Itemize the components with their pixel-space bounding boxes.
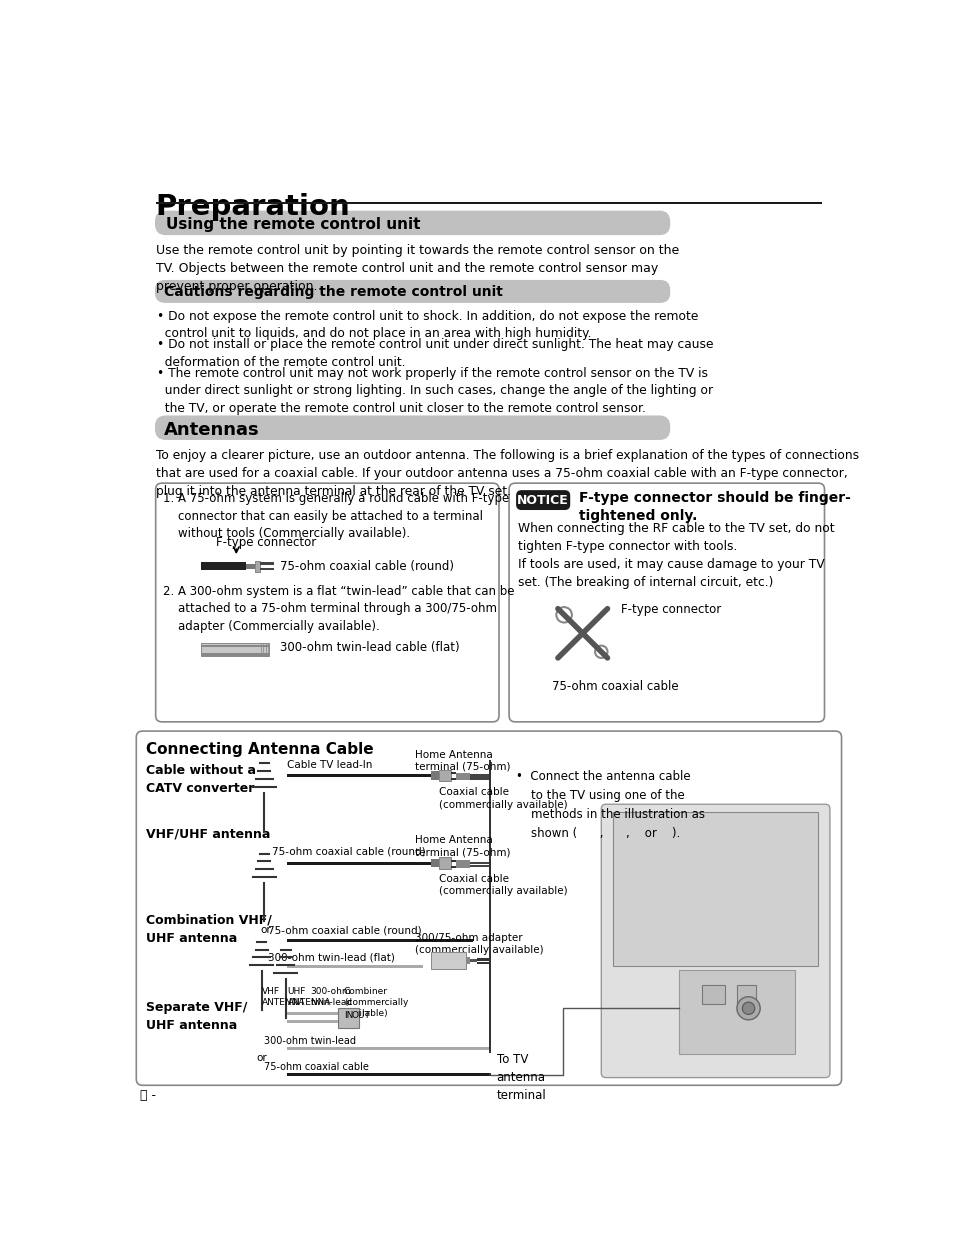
Text: F-type connector: F-type connector — [620, 603, 720, 615]
Text: Antennas: Antennas — [164, 421, 259, 438]
Text: VHF/UHF antenna: VHF/UHF antenna — [146, 827, 270, 840]
FancyBboxPatch shape — [136, 731, 841, 1086]
Text: To TV
antenna
terminal: To TV antenna terminal — [497, 1053, 546, 1102]
Text: 300-ohm
twin-lead: 300-ohm twin-lead — [311, 987, 353, 1007]
Bar — [287, 939, 473, 942]
Text: or: or — [260, 925, 271, 935]
Text: ⓔ -: ⓔ - — [140, 1089, 156, 1102]
FancyBboxPatch shape — [155, 280, 669, 303]
Text: Preparation: Preparation — [155, 193, 350, 221]
Bar — [465, 957, 470, 963]
Bar — [469, 774, 488, 777]
Bar — [287, 966, 422, 968]
Bar — [488, 761, 491, 1053]
Bar — [287, 1073, 488, 1076]
Text: Home Antenna
terminal (75-ohm): Home Antenna terminal (75-ohm) — [415, 835, 510, 857]
Bar — [245, 564, 254, 569]
Bar — [438, 857, 451, 869]
Bar — [254, 561, 260, 572]
Circle shape — [736, 997, 760, 1020]
FancyBboxPatch shape — [517, 490, 569, 509]
Text: 300-ohm twin-lead cable (flat): 300-ohm twin-lead cable (flat) — [279, 641, 458, 655]
Bar — [337, 1008, 359, 1028]
Text: 75-ohm coaxial cable: 75-ohm coaxial cable — [264, 1062, 369, 1072]
Bar — [451, 866, 456, 868]
Bar — [701, 986, 724, 1004]
Text: Connecting Antenna Cable: Connecting Antenna Cable — [146, 742, 373, 757]
Bar — [469, 777, 488, 779]
Circle shape — [741, 1002, 754, 1014]
Bar — [476, 962, 488, 965]
Bar — [260, 568, 274, 571]
Bar — [200, 653, 269, 656]
Bar — [438, 769, 451, 782]
Text: IN: IN — [344, 1010, 353, 1020]
Bar — [200, 645, 269, 647]
Text: Home Antenna
terminal (75-ohm): Home Antenna terminal (75-ohm) — [415, 750, 510, 772]
Bar — [287, 862, 431, 864]
Text: 300-ohm twin-lead: 300-ohm twin-lead — [264, 1036, 355, 1046]
Bar — [469, 864, 488, 867]
Text: Coaxial cable
(commercially available): Coaxial cable (commercially available) — [438, 787, 567, 810]
Bar — [287, 1047, 488, 1050]
Bar — [451, 860, 456, 862]
Text: 75-ohm coaxial cable (round): 75-ohm coaxial cable (round) — [268, 925, 421, 935]
Text: • Do not install or place the remote control unit under direct sunlight. The hea: • Do not install or place the remote con… — [157, 338, 713, 369]
Text: OUT: OUT — [352, 1010, 370, 1020]
FancyBboxPatch shape — [509, 483, 823, 721]
Text: VHF
ANTENNA: VHF ANTENNA — [261, 987, 305, 1007]
FancyBboxPatch shape — [155, 483, 498, 721]
Bar — [488, 1073, 491, 1076]
FancyBboxPatch shape — [155, 416, 669, 440]
Text: Using the remote control unit: Using the remote control unit — [166, 216, 420, 232]
Bar — [287, 1013, 337, 1015]
Text: or: or — [256, 1053, 267, 1063]
Bar — [155, 203, 821, 205]
Text: • Do not expose the remote control unit to shock. In addition, do not expose the: • Do not expose the remote control unit … — [157, 310, 698, 341]
Text: NOTICE: NOTICE — [517, 494, 568, 506]
Bar — [736, 986, 756, 1004]
Text: Combiner
(commercially
available): Combiner (commercially available) — [344, 987, 408, 1018]
Bar — [469, 862, 488, 864]
Text: 75-ohm coaxial cable: 75-ohm coaxial cable — [551, 679, 678, 693]
Bar — [260, 562, 274, 564]
Bar — [456, 773, 469, 781]
Text: 75-ohm coaxial cable (round): 75-ohm coaxial cable (round) — [279, 561, 454, 573]
Text: To enjoy a clearer picture, use an outdoor antenna. The following is a brief exp: To enjoy a clearer picture, use an outdo… — [155, 448, 858, 498]
FancyBboxPatch shape — [600, 804, 829, 1078]
Bar — [431, 952, 465, 969]
Bar — [612, 811, 818, 966]
Text: UHF
ANTENNA: UHF ANTENNA — [287, 987, 331, 1007]
Text: 300/75-ohm adapter
(commercially available): 300/75-ohm adapter (commercially availab… — [415, 932, 543, 955]
Text: Cable TV lead-In: Cable TV lead-In — [287, 761, 373, 771]
Bar — [431, 858, 438, 867]
Text: 2. A 300-ohm system is a flat “twin-lead” cable that can be
    attached to a 75: 2. A 300-ohm system is a flat “twin-lead… — [163, 585, 515, 632]
Text: F-type connector: F-type connector — [216, 536, 316, 548]
Text: Use the remote control unit by pointing it towards the remote control sensor on : Use the remote control unit by pointing … — [155, 243, 679, 293]
Text: Combination VHF/
UHF antenna: Combination VHF/ UHF antenna — [146, 914, 272, 945]
Bar — [451, 778, 456, 781]
Text: Cautions regarding the remote control unit: Cautions regarding the remote control un… — [164, 285, 502, 299]
Bar — [679, 969, 794, 1055]
Bar — [470, 960, 476, 962]
Bar — [476, 958, 488, 961]
Text: 75-ohm coaxial cable (round): 75-ohm coaxial cable (round) — [272, 846, 425, 857]
Bar — [287, 1020, 337, 1023]
Text: When connecting the RF cable to the TV set, do not
tighten F-type connector with: When connecting the RF cable to the TV s… — [517, 521, 834, 589]
Text: • The remote control unit may not work properly if the remote control sensor on : • The remote control unit may not work p… — [157, 367, 713, 415]
Text: 1. A 75-ohm system is generally a round cable with F-type
    connector that can: 1. A 75-ohm system is generally a round … — [163, 493, 509, 541]
Bar — [200, 643, 269, 656]
Text: •  Connect the antenna cable
    to the TV using one of the
    methods in the i: • Connect the antenna cable to the TV us… — [516, 769, 704, 840]
Text: F-type connector should be finger-
tightened only.: F-type connector should be finger- tight… — [578, 490, 850, 524]
Bar — [287, 774, 431, 777]
Bar — [451, 772, 456, 774]
Bar — [431, 771, 438, 779]
Text: Separate VHF/
UHF antenna: Separate VHF/ UHF antenna — [146, 1000, 247, 1031]
FancyBboxPatch shape — [155, 211, 669, 235]
Text: Coaxial cable
(commercially available): Coaxial cable (commercially available) — [438, 873, 567, 895]
Text: 300-ohm twin-lead (flat): 300-ohm twin-lead (flat) — [268, 953, 395, 963]
Bar — [200, 562, 245, 571]
Text: Cable without a
CATV converter: Cable without a CATV converter — [146, 764, 255, 795]
Bar — [456, 861, 469, 868]
